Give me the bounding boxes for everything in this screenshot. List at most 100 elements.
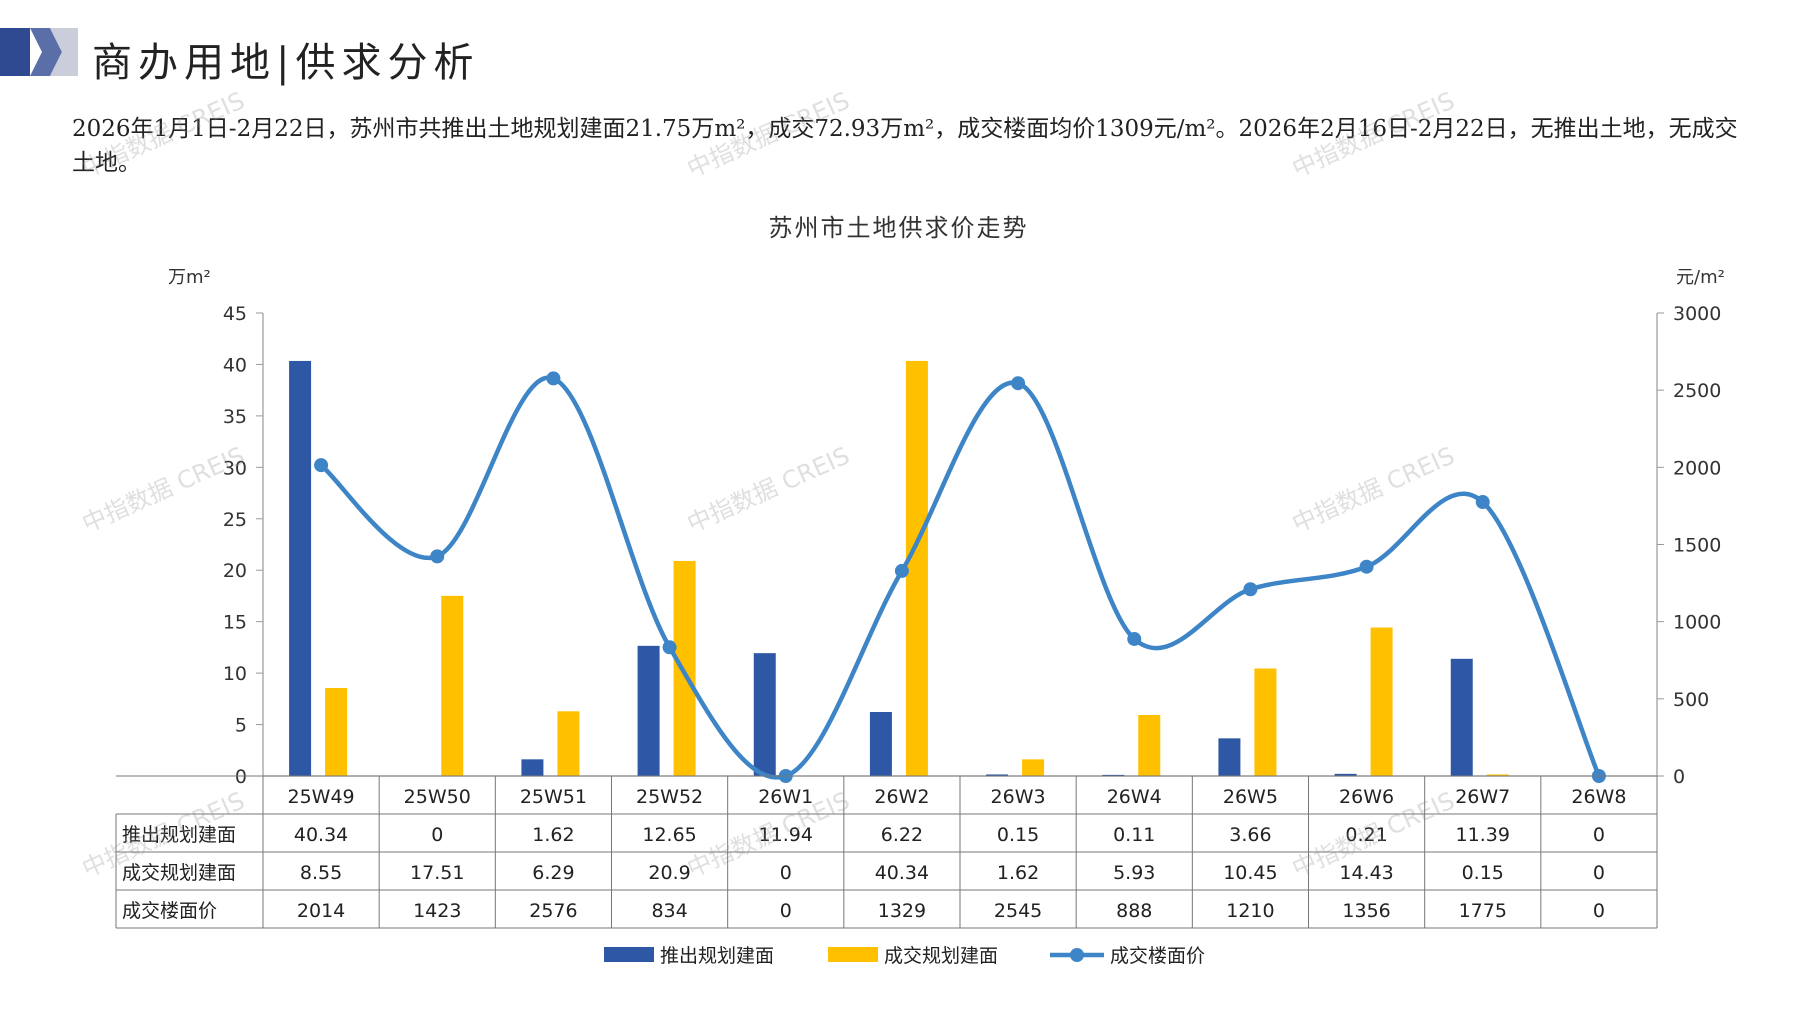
- x-tick-label: 26W1: [758, 786, 813, 808]
- table-cell: 0: [780, 900, 792, 922]
- bar-supply: [521, 759, 544, 776]
- table-row-header: 成交楼面价: [122, 900, 217, 922]
- x-tick-label: 26W7: [1455, 786, 1510, 808]
- bar-deal: [905, 360, 928, 776]
- bar-deal: [1486, 774, 1509, 776]
- table-cell: 0.15: [997, 824, 1039, 846]
- table-cell: 6.29: [532, 862, 574, 884]
- table-cell: 2545: [994, 900, 1042, 922]
- table-cell: 0: [1593, 900, 1605, 922]
- y-tick-label-left: 30: [223, 457, 247, 479]
- bar-deal: [1022, 759, 1045, 776]
- y-tick-label-left: 40: [223, 354, 247, 376]
- table-cell: 1423: [413, 900, 461, 922]
- y-tick-label-left: 10: [223, 663, 247, 685]
- table-cell: 20.9: [648, 862, 690, 884]
- chart-title: 苏州市土地供求价走势: [768, 214, 1029, 242]
- table-cell: 14.43: [1339, 862, 1393, 884]
- x-tick-label: 26W6: [1339, 786, 1394, 808]
- y-tick-label-left: 5: [235, 715, 247, 737]
- table-cell: 0.11: [1113, 824, 1155, 846]
- legend-swatch-deal: [828, 947, 878, 962]
- bar-supply: [637, 645, 660, 776]
- table-cell: 6.22: [881, 824, 923, 846]
- bar-deal: [1370, 627, 1393, 776]
- table-cell: 1210: [1226, 900, 1274, 922]
- y-tick-label-right: 1500: [1673, 535, 1721, 557]
- legend-label-price: 成交楼面价: [1110, 945, 1205, 967]
- point-price: [1475, 495, 1490, 510]
- bar-deal: [673, 560, 696, 776]
- bar-deal: [1138, 714, 1161, 776]
- point-price: [1243, 582, 1258, 597]
- x-tick-label: 25W51: [520, 786, 587, 808]
- x-tick-label: 26W3: [991, 786, 1046, 808]
- table-cell: 17.51: [410, 862, 464, 884]
- table-row-header: 成交规划建面: [122, 862, 236, 884]
- point-price: [1127, 631, 1142, 646]
- page-title: 商办用地|供求分析: [92, 40, 480, 86]
- y-tick-label-right: 0: [1673, 766, 1685, 788]
- legend-swatch-supply: [604, 947, 654, 962]
- table-cell: 0.21: [1345, 824, 1387, 846]
- bar-supply: [289, 360, 312, 776]
- table-cell: 2576: [529, 900, 577, 922]
- point-price: [546, 371, 561, 386]
- bar-supply: [869, 712, 892, 776]
- table-cell: 3.66: [1229, 824, 1271, 846]
- bar-supply: [1450, 658, 1473, 776]
- x-tick-label: 25W49: [288, 786, 355, 808]
- x-tick-label: 26W4: [1107, 786, 1162, 808]
- y-tick-label-right: 2000: [1673, 457, 1721, 479]
- table-cell: 11.39: [1456, 824, 1510, 846]
- point-price: [894, 563, 909, 578]
- bar-deal: [325, 688, 348, 776]
- summary-text: 2026年1月1日-2月22日，苏州市共推出土地规划建面21.75万m²，成交7…: [72, 116, 1738, 176]
- table-cell: 12.65: [642, 824, 696, 846]
- x-tick-label: 25W50: [404, 786, 471, 808]
- line-price: [319, 375, 1601, 780]
- table-cell: 40.34: [294, 824, 348, 846]
- logo-icon: [0, 28, 78, 76]
- bar-supply: [1218, 738, 1241, 776]
- table-cell: 1.62: [532, 824, 574, 846]
- bar-supply: [1334, 773, 1357, 776]
- table-cell: 11.94: [759, 824, 813, 846]
- table-cell: 2014: [297, 900, 345, 922]
- y-axis-left-unit: 万m²: [168, 267, 211, 288]
- y-tick-label-left: 15: [223, 612, 247, 634]
- table-cell: 10.45: [1223, 862, 1277, 884]
- y-tick-label-left: 0: [235, 766, 247, 788]
- y-tick-label-left: 25: [223, 509, 247, 531]
- x-tick-label: 25W52: [636, 786, 703, 808]
- table-cell: 0.15: [1462, 862, 1504, 884]
- point-price: [314, 458, 329, 473]
- bar-deal: [1254, 668, 1277, 776]
- legend-label-deal: 成交规划建面: [884, 945, 998, 967]
- x-tick-label: 26W2: [874, 786, 929, 808]
- table-cell: 5.93: [1113, 862, 1155, 884]
- legend-label-supply: 推出规划建面: [660, 945, 774, 967]
- table-cell: 1356: [1342, 900, 1390, 922]
- legend-marker-price: [1070, 948, 1084, 962]
- bar-supply: [753, 653, 776, 776]
- table-cell: 1329: [878, 900, 926, 922]
- table-cell: 1.62: [997, 862, 1039, 884]
- table-cell: 0: [431, 824, 443, 846]
- table-cell: 0: [1593, 862, 1605, 884]
- bar-supply: [986, 774, 1009, 776]
- table-cell: 40.34: [875, 862, 929, 884]
- y-tick-label-right: 1000: [1673, 612, 1721, 634]
- table-row-header: 推出规划建面: [122, 824, 236, 846]
- y-tick-label-right: 500: [1673, 689, 1709, 711]
- bar-deal: [557, 711, 580, 776]
- table-cell: 0: [780, 862, 792, 884]
- table-cell: 834: [651, 900, 687, 922]
- y-tick-label-left: 35: [223, 406, 247, 428]
- point-price: [1011, 376, 1026, 391]
- x-tick-label: 26W8: [1571, 786, 1626, 808]
- x-tick-label: 26W5: [1223, 786, 1278, 808]
- table-cell: 888: [1116, 900, 1152, 922]
- point-price: [662, 640, 677, 655]
